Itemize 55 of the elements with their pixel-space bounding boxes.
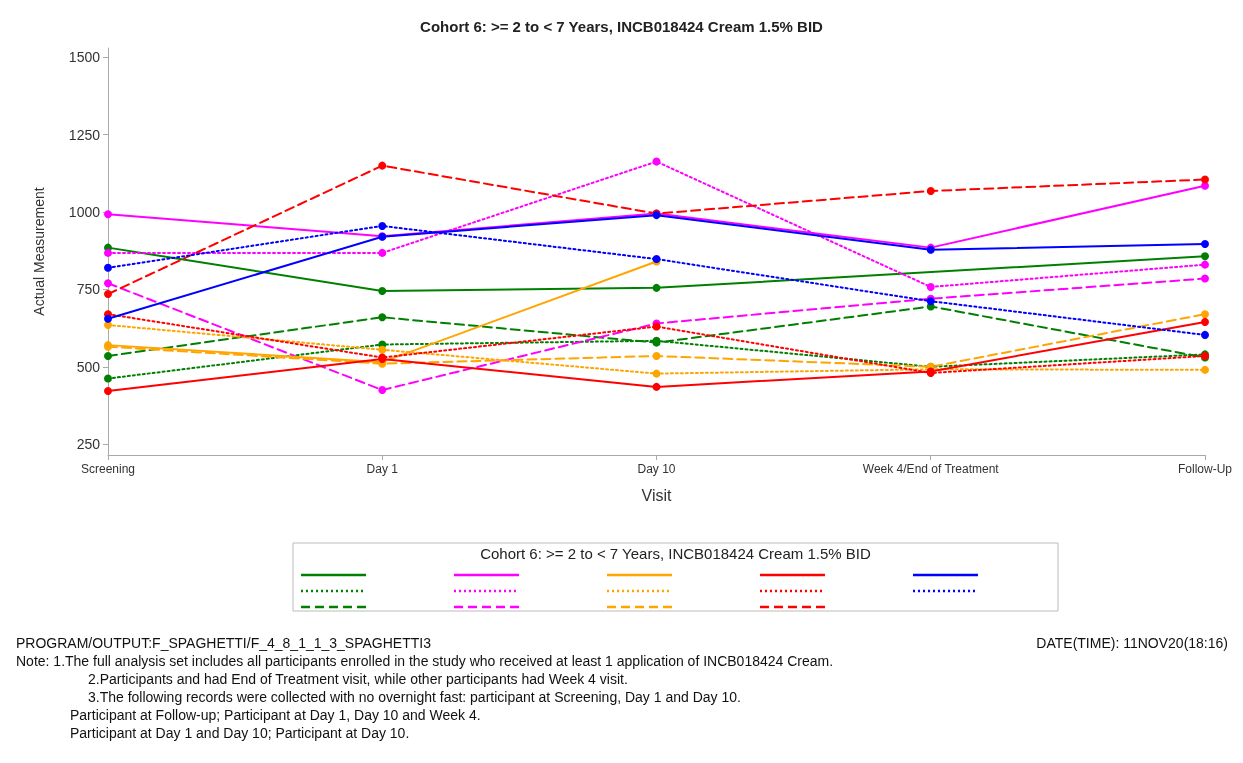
text: Participant at Day 1 and Day 10; Participant at Day 10. <box>70 725 410 741</box>
x-tick-label: Week 4/End of Treatment <box>862 462 1000 476</box>
point <box>104 248 112 257</box>
point <box>926 282 935 291</box>
point <box>104 290 112 299</box>
y-axis-title: Actual Measurement <box>31 187 47 316</box>
point <box>104 351 112 360</box>
point <box>1201 175 1209 184</box>
y-tick-label: 1500 <box>68 49 101 66</box>
text: 3.The following records were collected with no overnight fast: participant at Screening, Day 1 and Day 10. <box>88 689 741 705</box>
point <box>378 313 387 322</box>
point <box>104 314 112 323</box>
x-tick-label: Day 10 <box>637 462 676 476</box>
text: PROGRAM/OUTPUT:F_SPAGHETTI/F_4_8_1_1_3_SPAGHETTI3 <box>16 635 432 651</box>
point <box>1201 260 1209 269</box>
point <box>378 345 387 354</box>
point <box>926 186 935 195</box>
point <box>104 386 112 395</box>
point <box>378 221 387 230</box>
point <box>652 283 661 292</box>
point <box>378 248 387 257</box>
point <box>104 263 112 272</box>
point <box>652 351 661 360</box>
point <box>104 374 112 383</box>
point <box>652 157 661 166</box>
y-tick-label: 1250 <box>68 126 101 143</box>
chart-title: Cohort 6: >= 2 to < 7 Years, INCB018424 Cream 1.5% BID <box>420 18 824 35</box>
point <box>1201 317 1209 326</box>
y-tick-label: 1000 <box>68 204 101 221</box>
x-tick-label: Follow-Up <box>1177 462 1233 476</box>
point <box>378 286 387 295</box>
point <box>1201 252 1209 261</box>
point <box>1201 239 1209 248</box>
point <box>1201 330 1209 339</box>
text: Note: 1.The full analysis set includes all participants enrolled in the study who received at least 1 application of INCB018424 Cream. <box>16 653 834 669</box>
x-tick-label: Screening <box>80 462 136 476</box>
point <box>1201 274 1209 283</box>
point <box>1201 365 1209 374</box>
point <box>652 382 661 391</box>
point <box>104 279 112 288</box>
point <box>104 210 112 219</box>
x-axis-title: Visit <box>641 486 673 504</box>
x-tick-label: Day 1 <box>366 462 399 476</box>
text: Participant at Follow-up; Participant at Day 1, Day 10 and Week 4. <box>70 707 481 723</box>
point <box>1201 310 1209 319</box>
text: 2.Participants and had End of Treatment visit, while other participants had Week 4 visit. <box>88 671 628 687</box>
point <box>378 386 387 394</box>
legend-title: Cohort 6: >= 2 to < 7 Years, INCB018424 Cream 1.5% BID <box>480 545 871 562</box>
point <box>378 161 387 170</box>
y-tick-label: 500 <box>76 358 101 375</box>
point <box>1201 181 1209 190</box>
text: DATE(TIME): 11NOV20(18:16) <box>1036 635 1228 651</box>
y-tick-label: 250 <box>76 436 101 453</box>
point <box>652 369 661 378</box>
y-tick-label: 750 <box>76 281 101 298</box>
